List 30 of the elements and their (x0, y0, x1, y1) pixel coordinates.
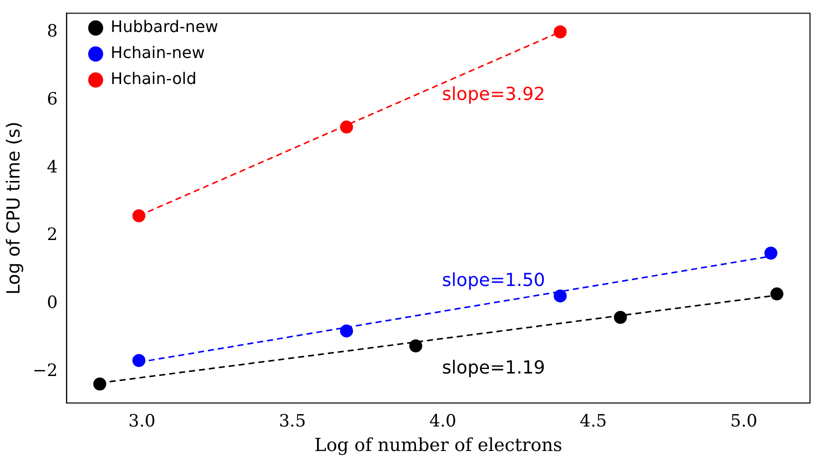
point (554, 289, 567, 302)
x-axis-title: Log of number of electrons (314, 434, 562, 456)
annotation: slope=3.92 (442, 84, 546, 106)
annotation: slope=1.50 (442, 270, 546, 292)
y-tick-label: 4 (46, 157, 58, 178)
point (340, 324, 354, 338)
y-tick-label: 8 (46, 21, 58, 42)
annotation: slope=1.19 (442, 357, 546, 378)
legend-label: Hubbard-new (110, 17, 218, 36)
point (340, 120, 354, 134)
point (409, 339, 422, 352)
point (614, 310, 627, 324)
legend-label: Hchain-new (110, 43, 205, 62)
point (764, 246, 778, 260)
x-tick-label: 5.0 (730, 412, 758, 432)
y-tick-label: 6 (46, 89, 58, 110)
point (554, 25, 567, 38)
y-tick-label: −2 (32, 361, 58, 382)
y-axis-title: Log of CPU time (s) (3, 122, 24, 295)
x-tick-label: 3.0 (128, 412, 156, 432)
point (132, 354, 146, 368)
y-tick-label: 0 (46, 293, 58, 314)
point (132, 209, 146, 222)
point (770, 287, 784, 300)
x-tick-label: 3.5 (278, 412, 306, 432)
legend-label: Hchain-old (110, 69, 196, 88)
point (93, 377, 106, 390)
y-tick-label: 2 (46, 225, 58, 246)
x-tick-label: 4.0 (429, 412, 456, 432)
x-tick-label: 4.5 (580, 412, 607, 432)
